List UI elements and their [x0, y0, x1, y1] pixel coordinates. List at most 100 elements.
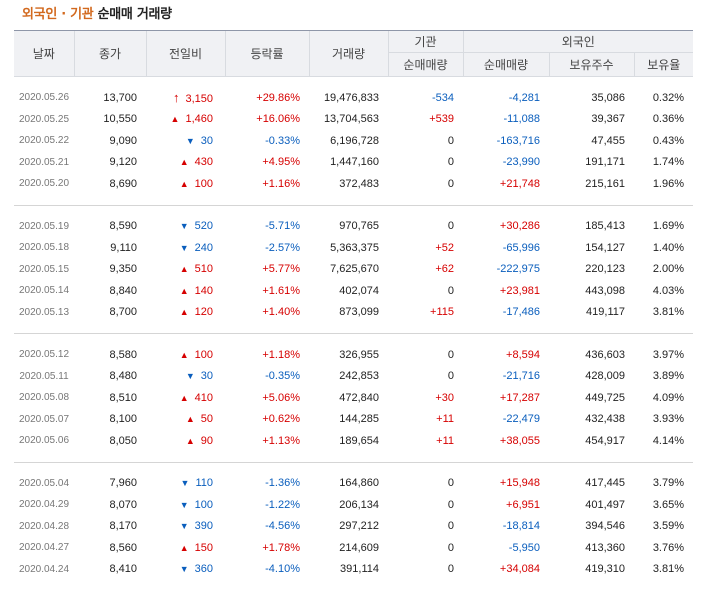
row-volume: 13,704,563 — [323, 113, 379, 126]
row-holdings: 47,455 — [591, 134, 625, 147]
table-row: 2020.04.27 8,560 ▲ 150 +1.78% 214,609 0 -5,950 4… — [14, 537, 693, 559]
row-inst-net: -534 — [431, 91, 454, 104]
row-close: 8,480 — [109, 370, 137, 383]
row-foreign-net: -5,950 — [508, 541, 540, 554]
row-close: 8,690 — [109, 177, 137, 190]
row-holdings: 215,161 — [585, 177, 625, 190]
title-investor-part: 외국인 · 기관 — [22, 7, 94, 22]
row-close: 8,560 — [109, 541, 137, 554]
row-holding-rate: 0.36% — [652, 113, 685, 126]
row-inst-net: 0 — [447, 498, 454, 511]
row-volume: 7,625,670 — [330, 263, 379, 276]
spacer-cell — [14, 580, 693, 590]
row-date: 2020.04.28 — [18, 520, 70, 532]
down-triangle-icon: ▼ — [179, 521, 189, 532]
table-row: 2020.05.25 10,550 ▲ 1,460 +16.06% 13,704,563 +… — [14, 109, 693, 131]
row-date: 2020.04.27 — [18, 542, 70, 554]
row-holdings: 35,086 — [591, 91, 625, 104]
row-change: 410 — [194, 391, 213, 404]
row-date: 2020.05.22 — [18, 135, 70, 147]
table-row: 2020.05.15 9,350 ▲ 510 +5.77% 7,625,670 +62 -22… — [14, 259, 693, 281]
row-date: 2020.05.26 — [18, 92, 70, 104]
row-rate: -4.56% — [265, 520, 300, 533]
row-volume: 297,212 — [339, 520, 379, 533]
row-holding-rate: 0.43% — [652, 134, 685, 147]
row-change: 150 — [194, 541, 213, 554]
row-holdings: 428,009 — [585, 370, 625, 383]
table-row: 2020.05.26 13,700 ↑ 3,150 +29.86% 19,476,833 -… — [14, 87, 693, 109]
row-inst-net: 0 — [447, 563, 454, 576]
row-rate: -2.57% — [265, 241, 300, 254]
row-inst-net: +539 — [429, 113, 454, 126]
table-row: 2020.05.14 8,840 ▲ 140 +1.61% 402,074 0 +23,981… — [14, 280, 693, 302]
table-row: 2020.05.21 9,120 ▲ 430 +4.95% 1,447,160 0 -23,9… — [14, 152, 693, 174]
row-foreign-net: -18,814 — [502, 520, 540, 533]
up-triangle-icon: ▲ — [179, 542, 189, 553]
row-foreign-net: -17,486 — [502, 306, 540, 319]
row-close: 8,100 — [109, 413, 137, 426]
row-close: 8,170 — [109, 520, 137, 533]
row-foreign-net: +6,951 — [506, 498, 540, 511]
row-inst-net: +11 — [436, 413, 454, 426]
group-bottom-spacer — [14, 452, 693, 463]
row-change-cell: ▼ 30 — [146, 366, 225, 388]
row-foreign-net: +30,286 — [499, 220, 540, 233]
row-inst-net: 0 — [447, 220, 454, 233]
row-date: 2020.05.20 — [18, 178, 70, 190]
row-holding-rate: 1.69% — [652, 220, 685, 233]
row-change: 520 — [194, 220, 213, 233]
row-volume: 1,447,160 — [330, 156, 379, 169]
header-institution: 기관 — [387, 30, 463, 53]
row-change: 240 — [194, 241, 213, 254]
row-rate: +1.40% — [262, 306, 300, 319]
up-triangle-icon: ▲ — [185, 435, 195, 446]
row-holdings: 220,123 — [585, 263, 625, 276]
row-inst-net: 0 — [447, 541, 454, 554]
row-close: 9,110 — [110, 241, 137, 254]
row-foreign-net: -23,990 — [502, 156, 540, 169]
down-triangle-icon: ▼ — [179, 499, 189, 510]
row-change: 100 — [194, 498, 213, 511]
table-row: 2020.04.24 8,410 ▼ 360 -4.10% 391,114 0 +34,084… — [14, 559, 693, 581]
row-change: 510 — [194, 263, 213, 276]
row-volume: 164,860 — [339, 477, 379, 490]
row-change: 50 — [200, 413, 213, 426]
down-triangle-icon: ▼ — [185, 371, 195, 382]
row-close: 9,090 — [109, 134, 137, 147]
row-change-cell: ▲ 430 — [146, 152, 225, 174]
row-inst-net: 0 — [447, 284, 454, 297]
row-change-cell: ▲ 150 — [146, 537, 225, 559]
row-volume: 472,840 — [339, 391, 379, 404]
row-date: 2020.04.29 — [18, 499, 70, 511]
row-holding-rate: 4.09% — [652, 391, 685, 404]
row-holding-rate: 1.96% — [652, 177, 685, 190]
down-triangle-icon: ▼ — [179, 564, 189, 575]
row-change: 140 — [194, 284, 213, 297]
row-close: 8,840 — [109, 284, 137, 297]
row-inst-net: 0 — [447, 477, 454, 490]
row-inst-net: 0 — [447, 156, 454, 169]
row-close: 8,070 — [109, 498, 137, 511]
table-row: 2020.05.04 7,960 ▼ 110 -1.36% 164,860 0 +15,948… — [14, 473, 693, 495]
row-foreign-net: -163,716 — [496, 134, 540, 147]
row-holding-rate: 1.40% — [652, 241, 685, 254]
row-date: 2020.05.06 — [18, 435, 70, 447]
row-holdings: 185,413 — [585, 220, 625, 233]
row-foreign-net: +15,948 — [499, 477, 540, 490]
title-volume-part: 순매매 거래량 — [93, 7, 173, 22]
row-holding-rate: 3.97% — [652, 348, 685, 361]
limit-up-arrow-icon: ↑ — [172, 90, 180, 106]
row-change: 3,150 — [185, 93, 213, 106]
row-change: 1,460 — [185, 113, 213, 126]
row-rate: +4.95% — [262, 156, 300, 169]
table-row: 2020.05.20 8,690 ▲ 100 +1.16% 372,483 0 +21,748… — [14, 173, 693, 195]
row-holdings: 436,603 — [585, 348, 625, 361]
table-row: 2020.05.12 8,580 ▲ 100 +1.18% 326,955 0 +8,594 4… — [14, 344, 693, 366]
table-row: 2020.05.22 9,090 ▼ 30 -0.33% 6,196,728 0 -163,7… — [14, 130, 693, 152]
row-rate: +1.13% — [262, 434, 300, 447]
table-row: 2020.05.19 8,590 ▼ 520 -5.71% 970,765 0 +30,286… — [14, 216, 693, 238]
row-holdings: 191,171 — [585, 156, 625, 169]
row-change: 90 — [200, 434, 213, 447]
row-change: 100 — [194, 177, 213, 190]
up-triangle-icon: ▲ — [179, 307, 189, 318]
